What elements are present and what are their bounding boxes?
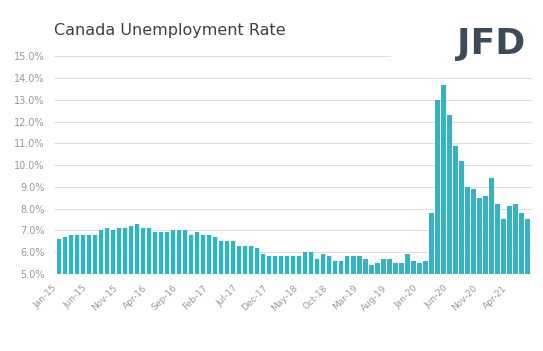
Bar <box>405 254 409 274</box>
Bar <box>249 246 254 274</box>
Bar <box>225 241 230 274</box>
Bar <box>285 256 289 274</box>
Bar <box>159 232 163 274</box>
Bar <box>195 232 199 274</box>
Bar <box>69 235 73 274</box>
Bar <box>177 230 181 274</box>
Bar <box>381 259 386 274</box>
Bar <box>309 252 313 274</box>
Bar <box>321 254 325 274</box>
Bar <box>357 256 362 274</box>
Bar <box>105 228 109 274</box>
Bar <box>261 254 266 274</box>
Bar <box>201 235 205 274</box>
Bar <box>183 230 187 274</box>
Bar <box>243 246 248 274</box>
Bar <box>165 232 169 274</box>
Bar <box>189 235 193 274</box>
Bar <box>363 259 368 274</box>
Bar <box>387 259 392 274</box>
Bar <box>399 263 403 274</box>
Bar <box>327 256 331 274</box>
Bar <box>135 224 140 274</box>
Bar <box>411 261 415 274</box>
Bar <box>273 256 277 274</box>
Bar <box>315 259 319 274</box>
Bar <box>63 237 67 274</box>
Bar <box>393 263 397 274</box>
Bar <box>375 263 380 274</box>
Bar <box>423 261 427 274</box>
Bar <box>111 230 115 274</box>
Bar <box>207 235 211 274</box>
Bar <box>279 256 283 274</box>
Bar <box>213 237 217 274</box>
Bar <box>147 228 151 274</box>
Bar <box>525 219 529 274</box>
Bar <box>417 263 421 274</box>
Bar <box>441 85 446 274</box>
Text: Canada Unemployment Rate: Canada Unemployment Rate <box>54 22 286 38</box>
Bar <box>345 256 350 274</box>
Bar <box>465 187 470 274</box>
Bar <box>267 256 272 274</box>
Bar <box>453 146 458 274</box>
Bar <box>57 239 61 274</box>
Bar <box>495 204 500 274</box>
Bar <box>93 235 97 274</box>
Bar <box>255 248 260 274</box>
Bar <box>81 235 85 274</box>
Bar <box>501 219 506 274</box>
Bar <box>333 261 338 274</box>
Bar <box>153 232 157 274</box>
Bar <box>339 261 344 274</box>
Bar <box>507 206 512 274</box>
Bar <box>489 178 494 274</box>
Bar <box>477 198 482 274</box>
Bar <box>303 252 307 274</box>
Bar <box>483 196 488 274</box>
Bar <box>369 265 374 274</box>
Bar <box>231 241 236 274</box>
Bar <box>297 256 301 274</box>
Bar <box>117 228 122 274</box>
Text: JFD: JFD <box>457 27 525 61</box>
Bar <box>447 115 452 274</box>
Bar <box>435 100 439 274</box>
Bar <box>237 246 242 274</box>
Bar <box>219 241 223 274</box>
Bar <box>429 213 433 274</box>
Bar <box>459 161 464 274</box>
Bar <box>351 256 356 274</box>
Bar <box>99 230 103 274</box>
Bar <box>291 256 295 274</box>
Bar <box>471 189 476 274</box>
Bar <box>141 228 146 274</box>
Bar <box>129 226 134 274</box>
Bar <box>123 228 128 274</box>
Bar <box>75 235 79 274</box>
Bar <box>87 235 91 274</box>
Bar <box>171 230 175 274</box>
Bar <box>519 213 523 274</box>
Bar <box>513 204 517 274</box>
